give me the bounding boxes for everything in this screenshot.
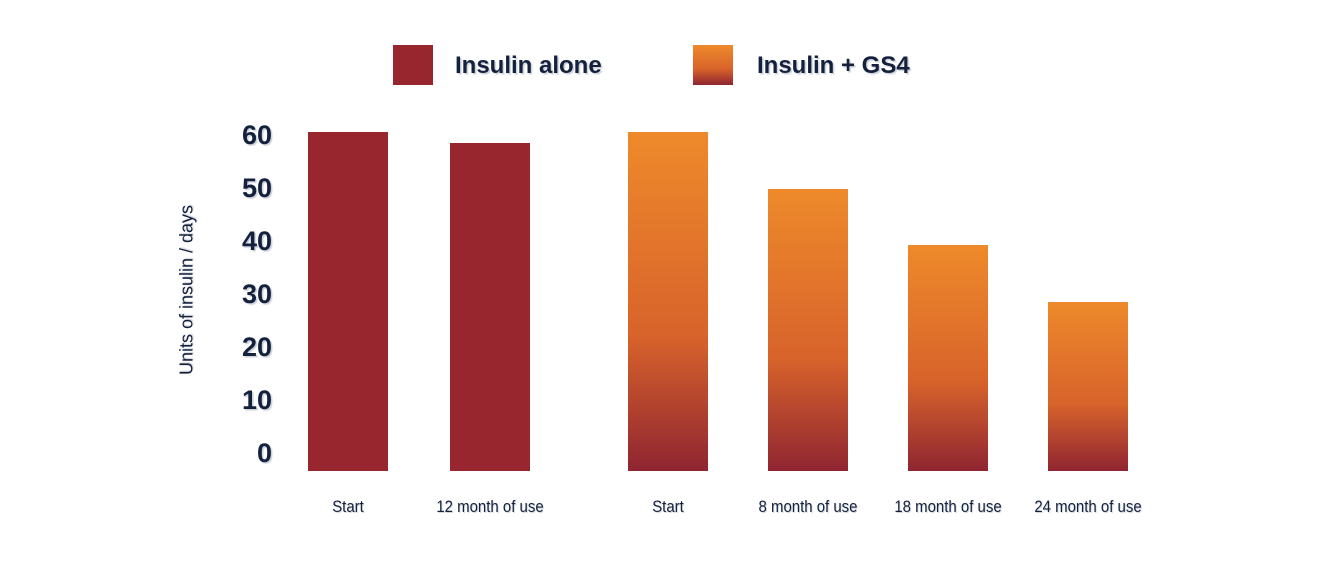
y-tick-60: 60 — [241, 120, 272, 150]
y-tick-50: 50 — [241, 173, 272, 203]
bar-insulin-gs4-8-month-of-use — [768, 188, 848, 471]
legend-label-insulin-alone: Insulin alone — [455, 52, 602, 79]
bar-insulin-alone-start — [308, 132, 388, 471]
legend-label-insulin-gs4: Insulin + GS4 — [757, 52, 910, 79]
bar-insulin-gs4-24-month-of-use — [1048, 301, 1128, 471]
x-label-insulin-gs4-24-month-of-use: 24 month of use — [1034, 497, 1142, 516]
y-tick-40: 40 — [241, 226, 272, 256]
y-tick-20: 20 — [241, 332, 272, 362]
legend-swatch-insulin-gs4 — [693, 45, 733, 85]
x-label-insulin-gs4-18-month-of-use: 18 month of use — [894, 497, 1002, 516]
y-tick-0: 0 — [256, 438, 272, 468]
bar-insulin-gs4-start — [628, 132, 708, 471]
legend-swatch-insulin-alone — [393, 45, 433, 85]
y-tick-10: 10 — [241, 385, 272, 415]
bar-insulin-alone-12-month-of-use — [450, 143, 530, 471]
x-label-insulin-alone-start: Start — [332, 497, 364, 516]
x-label-insulin-gs4-start: Start — [652, 497, 684, 516]
x-label-insulin-gs4-8-month-of-use: 8 month of use — [758, 497, 858, 516]
y-tick-30: 30 — [241, 279, 272, 309]
x-label-insulin-alone-12-month-of-use: 12 month of use — [436, 497, 544, 516]
y-axis-title: Units of insulin / days — [176, 204, 197, 376]
bar-insulin-gs4-18-month-of-use — [908, 245, 988, 471]
